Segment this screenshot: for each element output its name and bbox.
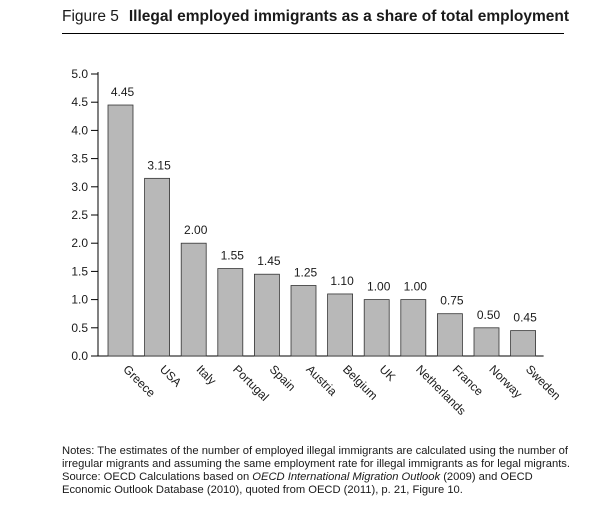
x-tick-label: Austria	[303, 362, 340, 399]
x-tick-label: USA	[157, 362, 184, 389]
bar	[144, 177, 171, 357]
y-tick-label: 0.0	[71, 349, 88, 363]
x-tick-label: Italy	[194, 362, 219, 387]
data-label: 1.55	[221, 249, 245, 263]
x-tick-label: Portugal	[230, 362, 272, 404]
y-tick-label: 1.0	[71, 293, 88, 307]
source-publication: OECD International Migration Outlook	[252, 471, 441, 483]
bar	[217, 268, 244, 357]
x-tick-label: Norway	[486, 362, 525, 401]
x-tick-label: Greece	[120, 362, 158, 400]
data-label: 0.75	[440, 294, 464, 308]
figure-title: Illegal employed immigrants as a share o…	[128, 8, 570, 25]
x-tick-label: Sweden	[523, 362, 564, 403]
data-label: 1.45	[257, 254, 281, 268]
data-label: 4.45	[111, 85, 135, 99]
source-prefix: Source: OECD Calculations based on	[62, 471, 253, 483]
bar	[180, 242, 207, 357]
bar	[473, 327, 500, 357]
y-tick-label: 3.5	[71, 152, 88, 166]
bar	[510, 330, 537, 357]
data-label: 3.15	[147, 158, 171, 172]
bar	[436, 313, 463, 357]
bar	[327, 293, 354, 357]
header-divider	[62, 33, 564, 34]
y-tick-label: 4.0	[71, 123, 88, 137]
bar	[290, 285, 317, 357]
data-label: 1.25	[294, 266, 318, 280]
y-tick-label: 3.0	[71, 180, 88, 194]
x-tick-label: UK	[377, 362, 399, 384]
data-label: 1.10	[330, 274, 354, 288]
data-label: 0.50	[477, 308, 501, 322]
x-tick-label: Spain	[267, 362, 299, 394]
y-tick-label: 5.0	[71, 67, 88, 81]
data-label: 1.00	[404, 280, 428, 294]
source-suffix: (2009) and OECD Economic Outlook Databas…	[62, 471, 533, 496]
y-tick-label: 0.5	[71, 321, 88, 335]
bar	[107, 104, 134, 357]
y-tick-label: 2.5	[71, 208, 88, 222]
data-label: 0.45	[513, 311, 537, 325]
y-tick-label: 2.0	[71, 236, 88, 250]
figure-notes: Notes: The estimates of the number of em…	[62, 445, 582, 497]
bar	[253, 273, 280, 357]
figure-header: Figure 5 Illegal employed immigrants as a…	[62, 8, 569, 26]
y-tick-label: 1.5	[71, 264, 88, 278]
data-label: 1.00	[367, 280, 391, 294]
x-tick-label: Belgium	[340, 362, 381, 403]
bar-chart: 0.0 0.5 1.0 1.5 2.0 2.5 3.0 3.5 4.0 4.5 5.0 4.45 Gre…	[71, 67, 564, 418]
bar	[400, 299, 427, 357]
figure-number: Figure 5	[62, 8, 119, 25]
source-text: Source: OECD Calculations based on OECD …	[62, 471, 582, 497]
notes-text: Notes: The estimates of the number of em…	[62, 445, 570, 470]
data-label: 2.00	[184, 223, 208, 237]
y-tick-label: 4.5	[71, 95, 88, 109]
bar	[363, 299, 390, 357]
